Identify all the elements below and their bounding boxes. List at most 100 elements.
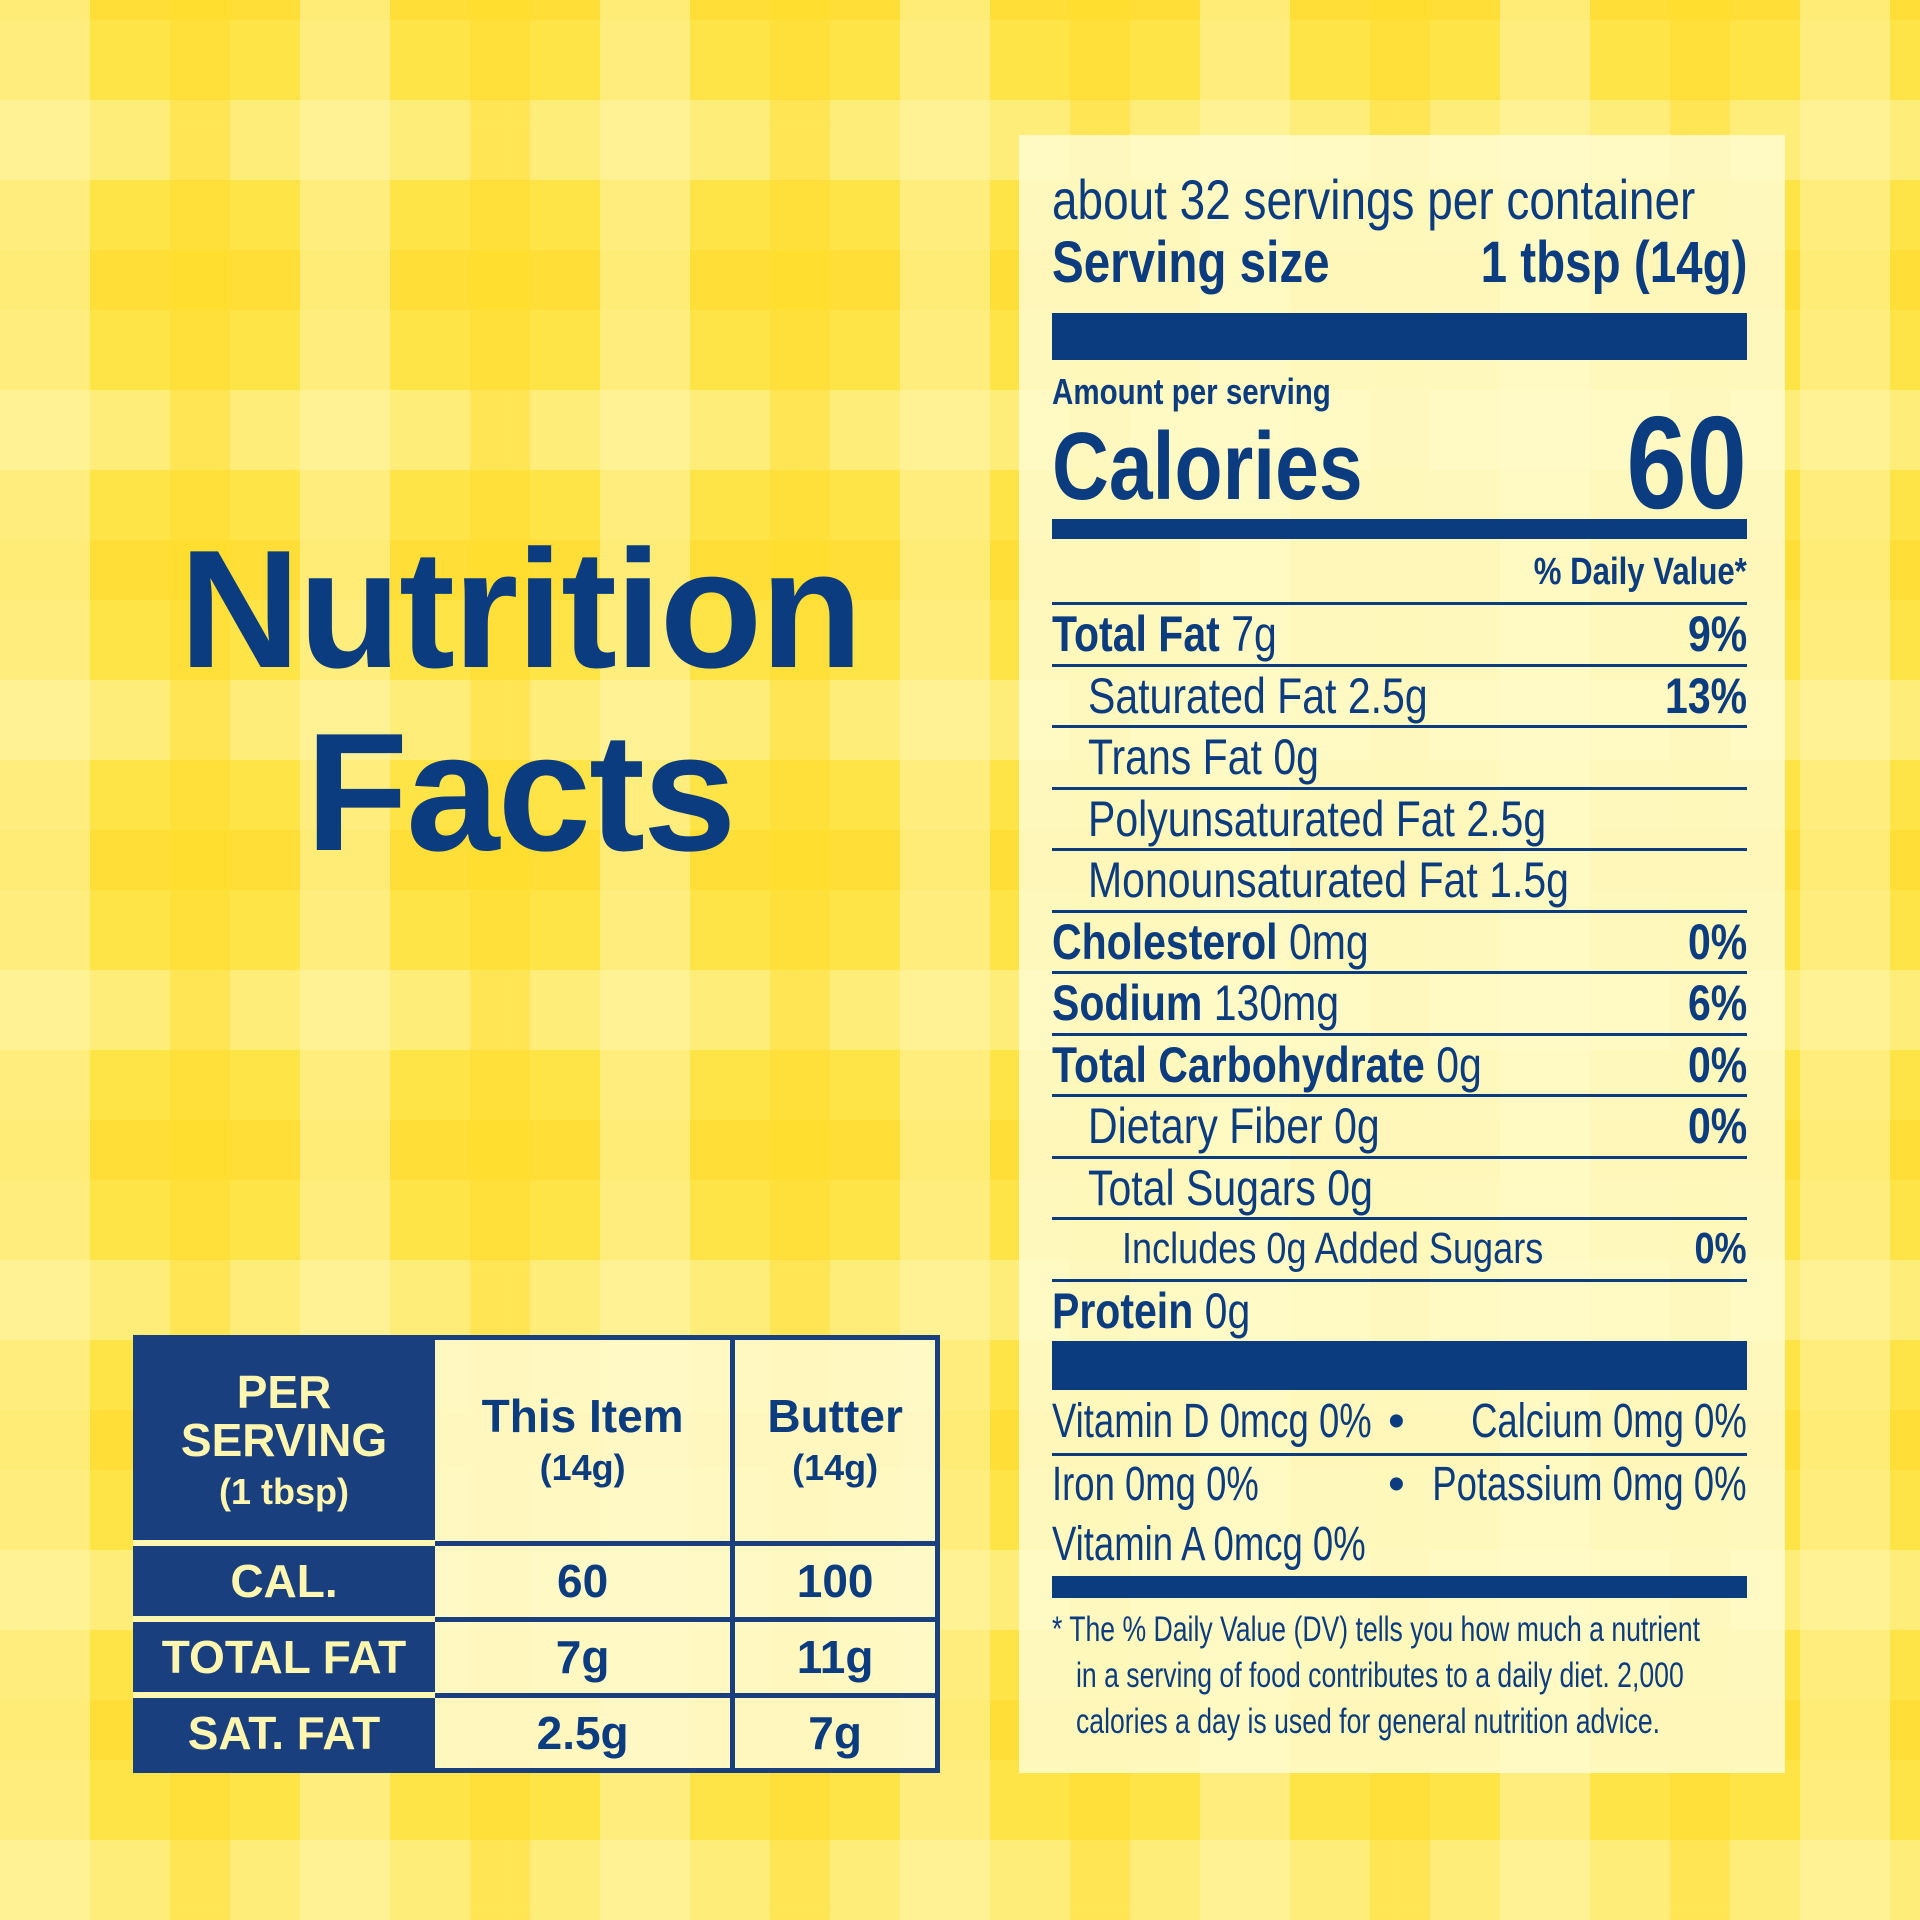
vitamin-row-3: Vitamin A 0mcg 0% bbox=[1052, 1516, 1747, 1576]
nutrient-name-amount: Total Sugars 0g bbox=[1088, 1159, 1373, 1217]
vitamin-row-1: Vitamin D 0mcg 0% • Calcium 0mg 0% bbox=[1052, 1393, 1747, 1456]
this-item-value: 2.5g bbox=[429, 1692, 736, 1774]
footnote-line: in a serving of food contributes to a da… bbox=[1076, 1656, 1684, 1695]
this-item-value: 60 bbox=[429, 1540, 736, 1622]
nutrient-name: Dietary Fiber bbox=[1088, 1098, 1323, 1154]
comparison-header-row: PER SERVING (1 tbsp) This Item (14g) Butte… bbox=[133, 1335, 940, 1547]
nutrient-name: Polyunsaturated Fat bbox=[1088, 790, 1455, 847]
thick-divider bbox=[1052, 313, 1747, 360]
amount-per-serving: Amount per serving bbox=[1052, 371, 1747, 413]
heading-facts: Facts bbox=[305, 698, 737, 886]
nutrient-name: Includes 0g Added Sugars bbox=[1122, 1224, 1544, 1273]
row-label: CAL. bbox=[133, 1540, 435, 1623]
nutrient-daily-value: 13% bbox=[1664, 667, 1747, 724]
nutrient-amount: 1.5g bbox=[1489, 852, 1569, 908]
nutrient-daily-value: 9% bbox=[1687, 606, 1747, 662]
nutrient-row: Total Fat 7g 9% bbox=[1052, 602, 1747, 663]
amount-per-serving-text: Amount per serving bbox=[1052, 371, 1331, 412]
nutrient-daily-value: 0% bbox=[1694, 1224, 1747, 1273]
nutrient-name: Total Sugars bbox=[1088, 1159, 1316, 1216]
footnote: * The % Daily Value (DV) tells you how m… bbox=[1052, 1607, 1747, 1745]
nutrient-amount: 0g bbox=[1327, 1159, 1373, 1216]
nutrient-daily-value: 0% bbox=[1687, 1098, 1747, 1154]
nutrient-name: Monounsaturated Fat bbox=[1088, 852, 1478, 908]
butter-value: 7g bbox=[730, 1692, 940, 1774]
serving-size-label: Serving size bbox=[1052, 230, 1330, 295]
nutrient-name-amount: Polyunsaturated Fat 2.5g bbox=[1088, 790, 1546, 848]
nutrient-name-amount: Sodium 130mg bbox=[1052, 974, 1339, 1032]
header-per-serving: PER SERVING (1 tbsp) bbox=[133, 1335, 435, 1547]
calcium: Calcium 0mg 0% bbox=[1471, 1395, 1747, 1448]
nutrition-facts-label: about 32 servings per container Serving … bbox=[1019, 135, 1785, 1773]
header-subtext: (1 tbsp) bbox=[219, 1471, 349, 1513]
footnote-line: calories a day is used for general nutri… bbox=[1076, 1702, 1661, 1741]
footnote-line: * The % Daily Value (DV) tells you how m… bbox=[1052, 1610, 1701, 1649]
header-text: PER SERVING bbox=[180, 1365, 388, 1466]
servings-text: about 32 servings per container bbox=[1052, 168, 1696, 231]
thick-divider bbox=[1052, 1341, 1747, 1390]
dv-header-text: % Daily Value* bbox=[1533, 551, 1747, 593]
nutrient-row: Protein 0g bbox=[1052, 1278, 1747, 1340]
calories-label: Calories bbox=[1052, 413, 1363, 520]
servings-per-container: about 32 servings per container bbox=[1052, 168, 1747, 232]
nutrient-amount: 130mg bbox=[1213, 975, 1340, 1031]
header-subtext: (14g) bbox=[792, 1447, 879, 1489]
nutrient-row: Total Carbohydrate 0g 0% bbox=[1052, 1032, 1747, 1094]
nutrient-daily-value: 0% bbox=[1687, 913, 1747, 970]
nutrient-name: Cholesterol bbox=[1052, 913, 1278, 970]
nutrient-name-amount: Trans Fat 0g bbox=[1088, 728, 1319, 786]
nutrient-amount: 2.5g bbox=[1347, 667, 1428, 724]
serving-size-value: 1 tbsp (14g) bbox=[1480, 230, 1747, 295]
nutrient-daily-value: 0% bbox=[1687, 1036, 1747, 1093]
nutrient-row: Includes 0g Added Sugars 0% bbox=[1052, 1217, 1747, 1278]
comparison-table: PER SERVING (1 tbsp) This Item (14g) Butte… bbox=[133, 1335, 940, 1774]
nutrient-row: Dietary Fiber 0g 0% bbox=[1052, 1094, 1747, 1155]
medium-divider bbox=[1052, 519, 1747, 539]
comparison-row: SAT. FAT 2.5g 7g bbox=[133, 1692, 940, 1774]
this-item-value: 7g bbox=[429, 1616, 736, 1698]
nutrient-name: Trans Fat bbox=[1088, 729, 1262, 785]
nutrient-name-amount: Cholesterol 0mg bbox=[1052, 913, 1369, 971]
heading-nutrition: Nutrition bbox=[179, 515, 863, 703]
row-label: TOTAL FAT bbox=[133, 1616, 435, 1699]
nutrient-daily-value: 6% bbox=[1687, 975, 1747, 1031]
nutrient-row: Saturated Fat 2.5g 13% bbox=[1052, 663, 1747, 725]
daily-value-header: % Daily Value* bbox=[1052, 549, 1747, 595]
nutrient-amount: 0g bbox=[1204, 1282, 1251, 1339]
nutrient-row: Total Sugars 0g bbox=[1052, 1155, 1747, 1217]
header-this-item: This Item (14g) bbox=[429, 1335, 736, 1546]
butter-value: 11g bbox=[730, 1616, 940, 1698]
nutrient-name: Sodium bbox=[1052, 975, 1203, 1031]
row-label: SAT. FAT bbox=[133, 1692, 435, 1774]
calories-row: Calories 60 bbox=[1052, 397, 1747, 529]
nutrient-amount: 2.5g bbox=[1466, 790, 1547, 847]
nutrient-name-amount: Monounsaturated Fat 1.5g bbox=[1088, 851, 1569, 909]
nutrient-row: Polyunsaturated Fat 2.5g bbox=[1052, 786, 1747, 848]
nutrient-row: Sodium 130mg 6% bbox=[1052, 971, 1747, 1032]
potassium: Potassium 0mg 0% bbox=[1432, 1458, 1747, 1511]
nutrient-amount: 0mg bbox=[1288, 913, 1369, 970]
nutrient-name-amount: Total Fat 7g bbox=[1052, 605, 1277, 663]
header-text: Butter bbox=[767, 1390, 903, 1443]
butter-value: 100 bbox=[730, 1540, 940, 1622]
serving-size: Serving size 1 tbsp (14g) bbox=[1052, 231, 1747, 295]
nutrient-name: Total Fat bbox=[1052, 606, 1220, 662]
vitamin-row-2: Iron 0mg 0% • Potassium 0mg 0% bbox=[1052, 1456, 1747, 1516]
vitamin-d: Vitamin D 0mcg 0% bbox=[1052, 1395, 1372, 1448]
bullet-separator: • bbox=[1388, 1395, 1405, 1448]
nutrient-name-amount: Saturated Fat 2.5g bbox=[1088, 667, 1428, 725]
iron: Iron 0mg 0% bbox=[1052, 1458, 1259, 1511]
vitamin-a: Vitamin A 0mcg 0% bbox=[1052, 1518, 1366, 1571]
nutrient-name-amount: Dietary Fiber 0g bbox=[1088, 1097, 1380, 1155]
nutrient-name-amount: Includes 0g Added Sugars bbox=[1122, 1220, 1543, 1278]
nutrient-name-amount: Total Carbohydrate 0g bbox=[1052, 1036, 1482, 1094]
nutrient-row: Cholesterol 0mg 0% bbox=[1052, 909, 1747, 971]
comparison-row: TOTAL FAT 7g 11g bbox=[133, 1616, 940, 1699]
nutrient-amount: 0g bbox=[1273, 729, 1319, 785]
nutrient-amount: 0g bbox=[1334, 1098, 1380, 1154]
nutrient-row: Trans Fat 0g bbox=[1052, 725, 1747, 786]
medium-divider bbox=[1052, 1576, 1747, 1598]
nutrient-amount: 7g bbox=[1231, 606, 1277, 662]
nutrient-name-amount: Protein 0g bbox=[1052, 1282, 1250, 1340]
